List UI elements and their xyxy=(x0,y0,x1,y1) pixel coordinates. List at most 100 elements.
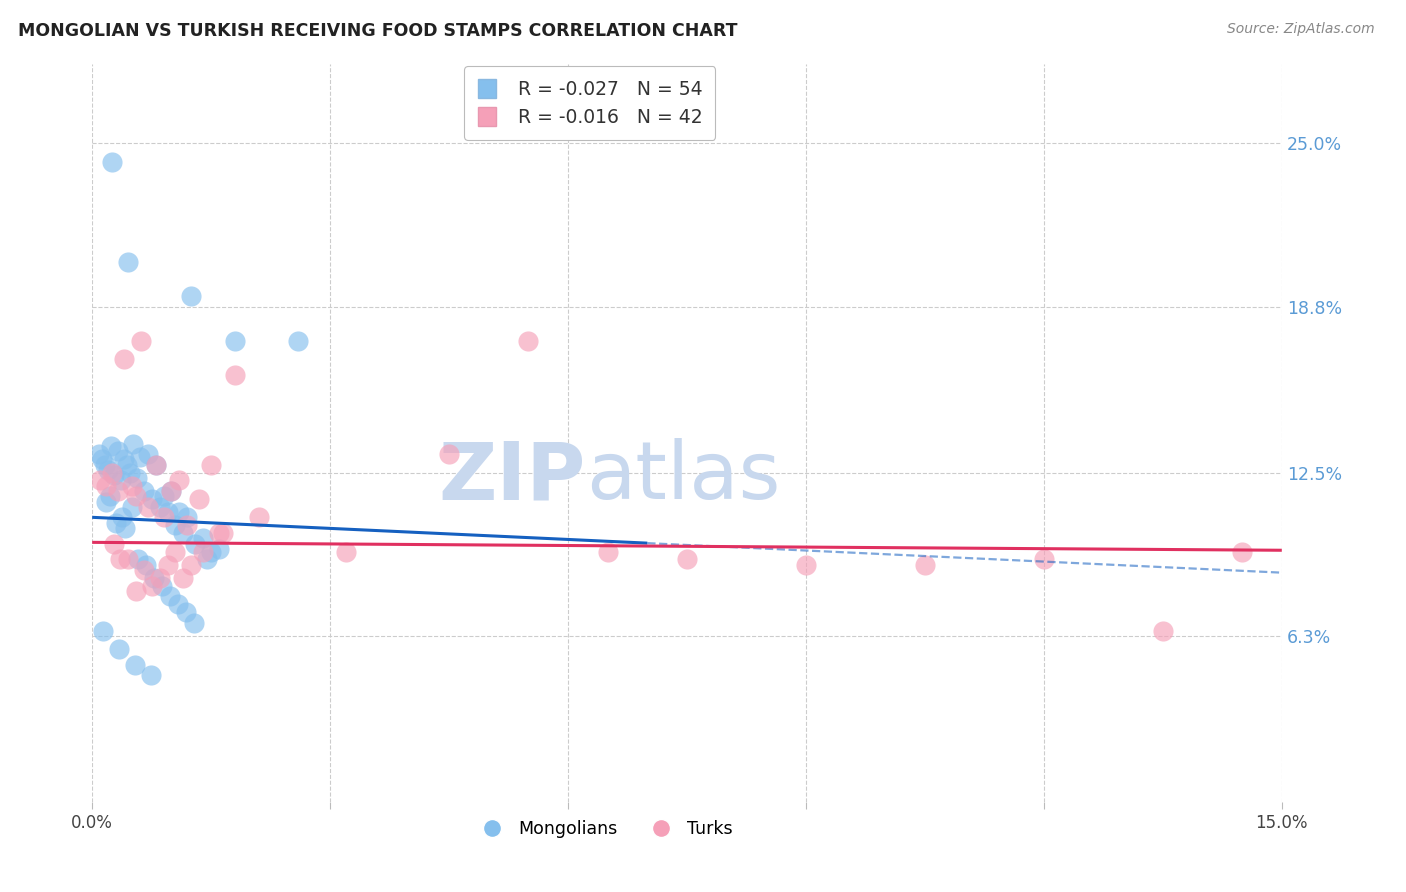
Point xyxy=(1032,552,1054,566)
Point xyxy=(200,544,222,558)
Point xyxy=(128,450,150,464)
Point xyxy=(115,458,138,472)
Point xyxy=(169,474,191,488)
Point xyxy=(132,563,155,577)
Point xyxy=(103,468,125,483)
Point xyxy=(108,552,131,566)
Text: MONGOLIAN VS TURKISH RECEIVING FOOD STAMPS CORRELATION CHART: MONGOLIAN VS TURKISH RECEIVING FOOD STAM… xyxy=(18,22,738,40)
Point xyxy=(180,558,202,572)
Point xyxy=(188,491,211,506)
Point xyxy=(112,452,135,467)
Point xyxy=(152,510,174,524)
Point xyxy=(117,552,139,566)
Point xyxy=(165,544,187,558)
Point xyxy=(1152,624,1174,638)
Point xyxy=(121,479,143,493)
Point xyxy=(120,466,142,480)
Point xyxy=(139,668,162,682)
Point xyxy=(124,657,146,672)
Point xyxy=(107,444,129,458)
Point xyxy=(914,558,936,572)
Point xyxy=(117,254,139,268)
Point xyxy=(212,526,235,541)
Point xyxy=(676,552,699,566)
Point xyxy=(437,447,460,461)
Point xyxy=(335,544,357,558)
Point xyxy=(517,334,540,348)
Point xyxy=(103,536,125,550)
Point xyxy=(127,552,149,566)
Point xyxy=(104,516,127,530)
Point xyxy=(172,526,194,541)
Point xyxy=(152,489,174,503)
Point xyxy=(96,479,118,493)
Point xyxy=(224,334,246,348)
Point xyxy=(149,571,172,585)
Point xyxy=(89,474,111,488)
Point xyxy=(94,458,117,472)
Point xyxy=(145,458,167,472)
Point xyxy=(156,558,179,572)
Point xyxy=(208,541,231,556)
Point xyxy=(125,489,148,503)
Point xyxy=(91,624,114,638)
Point xyxy=(195,552,218,566)
Point xyxy=(1230,544,1253,558)
Point xyxy=(247,510,270,524)
Point xyxy=(145,458,167,472)
Point xyxy=(224,368,246,382)
Text: ZIP: ZIP xyxy=(439,438,586,516)
Point xyxy=(111,510,134,524)
Point xyxy=(193,532,215,546)
Point xyxy=(287,334,309,348)
Point xyxy=(193,544,215,558)
Point xyxy=(176,510,198,524)
Point xyxy=(121,500,143,514)
Point xyxy=(180,289,202,303)
Point xyxy=(125,584,148,599)
Point xyxy=(208,526,231,541)
Legend: Mongolians, Turks: Mongolians, Turks xyxy=(468,813,740,845)
Point xyxy=(200,458,222,472)
Point xyxy=(143,571,166,585)
Text: Source: ZipAtlas.com: Source: ZipAtlas.com xyxy=(1227,22,1375,37)
Point xyxy=(100,439,122,453)
Point xyxy=(136,447,159,461)
Point xyxy=(141,579,163,593)
Point xyxy=(160,483,183,498)
Point xyxy=(96,494,118,508)
Point xyxy=(107,483,129,498)
Point xyxy=(794,558,817,572)
Point xyxy=(112,352,135,367)
Text: atlas: atlas xyxy=(586,438,780,516)
Point xyxy=(110,474,132,488)
Point xyxy=(596,544,619,558)
Point xyxy=(150,579,173,593)
Point xyxy=(90,452,112,467)
Point xyxy=(184,536,207,550)
Point xyxy=(87,447,110,461)
Point xyxy=(122,436,145,450)
Point xyxy=(98,489,121,503)
Point xyxy=(172,571,194,585)
Point xyxy=(156,505,179,519)
Point xyxy=(135,558,157,572)
Point xyxy=(183,615,205,630)
Point xyxy=(108,642,131,657)
Point xyxy=(165,518,187,533)
Point xyxy=(160,483,183,498)
Point xyxy=(159,590,181,604)
Point xyxy=(174,605,197,619)
Point xyxy=(132,483,155,498)
Point xyxy=(136,500,159,514)
Point xyxy=(101,154,124,169)
Point xyxy=(176,518,198,533)
Point xyxy=(125,471,148,485)
Point xyxy=(141,491,163,506)
Point xyxy=(131,334,153,348)
Point xyxy=(149,500,172,514)
Point xyxy=(101,466,124,480)
Point xyxy=(114,521,136,535)
Point xyxy=(169,505,191,519)
Point xyxy=(166,597,188,611)
